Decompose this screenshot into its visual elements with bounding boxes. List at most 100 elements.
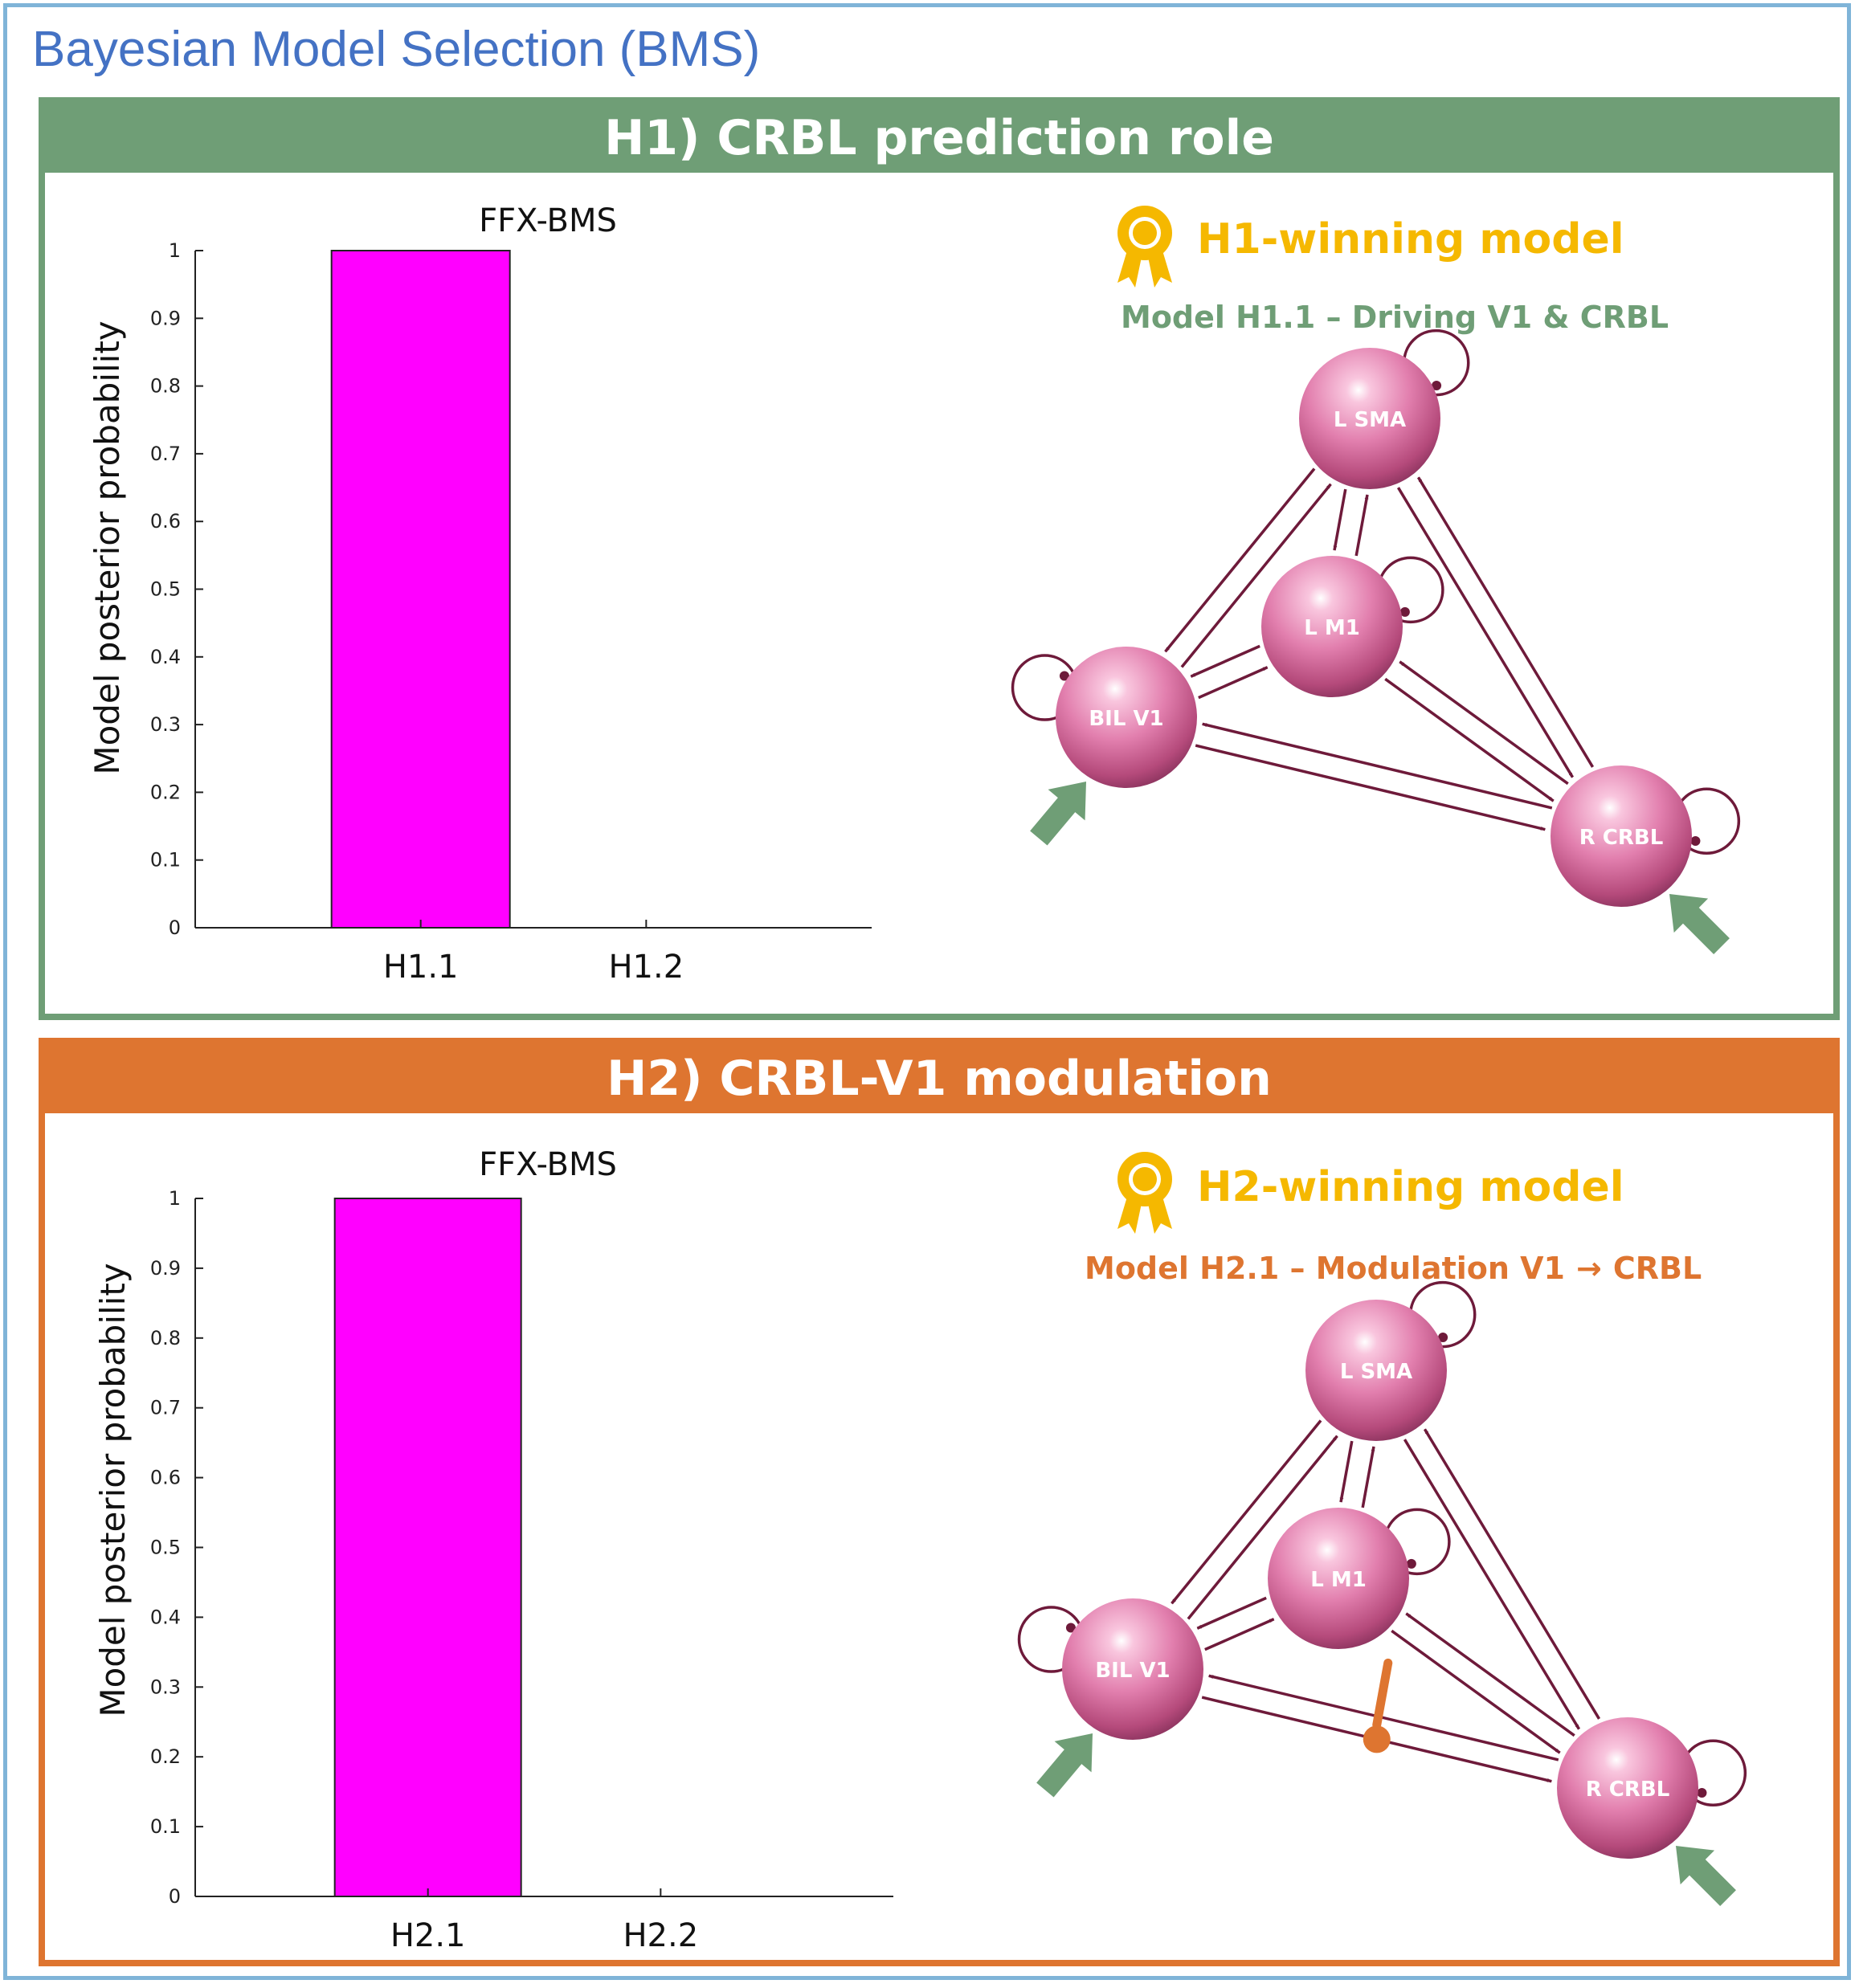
modulation-marker [1363,1725,1391,1753]
y-tick-label: 0.1 [150,849,181,872]
panel-h2: H2) CRBL-V1 modulation [39,1038,1840,1966]
winner-h2-subtitle-prefix: Model H2.1 – Modulation V1 [1085,1251,1565,1286]
panel-h1-header: H1) CRBL prediction role [45,104,1833,173]
node-label-sma: L SMA [1340,1360,1412,1384]
node-crbl [1557,1717,1698,1859]
connection-m1-to-crbl [1391,1629,1561,1754]
node-v1 [1062,1598,1203,1740]
y-tick-label: 0.2 [150,781,181,803]
chart-h1-bars [330,250,736,929]
y-tick-label: 0.2 [150,1745,181,1768]
node-label-m1: L M1 [1310,1568,1367,1592]
bar-H1.1 [330,250,511,929]
y-tick-label: 0.9 [150,1257,181,1280]
node-label-crbl: R CRBL [1586,1778,1670,1802]
connection-v1-to-m1 [1204,1618,1275,1651]
figure-frame [3,3,1851,1980]
y-tick-label: 0.9 [150,307,181,329]
connection-v1-to-sma [1187,1435,1338,1620]
y-tick-label: 1 [169,239,181,262]
connection-sma-to-crbl [1403,1439,1581,1730]
winner-h2-title: H2-winning model [1197,1163,1624,1211]
connection-sma-to-v1 [1164,467,1316,653]
chart-h2-bars [333,1198,754,1897]
connection-v1-to-crbl [1195,744,1546,831]
y-tick-label: 0.8 [150,375,181,398]
chart-h2: FFX-BMS Model posterior probability 0 0.1… [93,1146,893,1954]
y-tick-label: 0.1 [150,1815,181,1838]
self-connection-dot [1432,381,1442,391]
award-ribbon-icon [1117,1152,1172,1234]
panel-h2-header: H2) CRBL-V1 modulation [45,1044,1833,1113]
connection-m1-to-v1 [1190,644,1260,678]
y-tick-label: 0.7 [150,1397,181,1419]
connection-crbl-to-sma [1423,1428,1601,1720]
connection-crbl-to-m1 [1405,1612,1575,1737]
node-label-m1: L M1 [1304,616,1360,640]
input-arrow-icon [1676,1846,1736,1906]
input-arrow-icon [1036,1733,1093,1798]
connection-crbl-to-v1 [1202,722,1553,810]
winner-h2-subtitle-arrow: → [1576,1251,1602,1286]
x-tick-label-H1.1: H1.1 [383,949,459,986]
bar-H2.1 [333,1198,522,1897]
page-title: Bayesian Model Selection (BMS) [32,22,761,77]
y-tick-label: 0.5 [150,578,181,601]
winner-h1-title: H1-winning model [1197,215,1624,263]
self-connection-dot [1059,671,1069,681]
node-v1 [1056,647,1197,788]
network-h1: L SMA L M1 BIL V1 R CRBL [1011,329,1741,954]
connection-m1-to-crbl [1384,677,1555,802]
winner-h2-subtitle-suffix: CRBL [1613,1251,1702,1286]
node-m1 [1261,556,1403,697]
y-tick-label: 1 [169,1187,181,1210]
winner-h2-subtitle: Model H2.1 – Modulation V1 → CRBL [1085,1251,1702,1286]
connection-m1-to-sma [1354,494,1369,557]
node-label-v1: BIL V1 [1089,707,1163,731]
y-tick-label: 0.5 [150,1537,181,1559]
y-tick-label: 0.4 [150,646,181,668]
chart-h1-x-axis: H1.1 H1.2 [195,920,872,986]
connection-sma-to-v1 [1171,1419,1322,1605]
winner-h2: H2-winning model Model H2.1 – Modulation… [1085,1152,1702,1286]
modulation-stem [1372,1658,1393,1729]
y-tick-label: 0 [169,1885,181,1908]
y-tick-label: 0.3 [150,1676,181,1698]
self-connection-dot [1065,1623,1076,1633]
chart-h2-title: FFX-BMS [479,1146,617,1183]
award-ribbon-icon [1117,206,1172,288]
connection-crbl-to-sma [1416,476,1595,768]
y-tick-label: 0.4 [150,1606,181,1628]
chart-h1-y-axis: 0 0.1 0.2 0.3 0.4 0.5 0.6 0.7 0.8 0.9 1 [150,239,203,939]
node-sma [1305,1300,1447,1441]
node-crbl [1551,765,1692,907]
network-h2: L SMA L M1 BIL V1 R CRBL [1017,1280,1747,1906]
self-connection-dot [1399,606,1410,617]
self-connection-dot [1690,836,1701,847]
winner-h1-subtitle: Model H1.1 – Driving V1 & CRBL [1121,300,1669,335]
connection-crbl-to-v1 [1208,1674,1559,1761]
chart-h1-title: FFX-BMS [479,202,617,239]
y-tick-label: 0.3 [150,713,181,736]
connection-sma-to-m1 [1339,1440,1354,1503]
connection-v1-to-sma [1180,483,1332,668]
self-connection-dot [1438,1333,1448,1343]
chart-h2-ylabel: Model posterior probability [93,1263,133,1717]
node-label-v1: BIL V1 [1095,1659,1170,1683]
node-label-crbl: R CRBL [1579,826,1664,850]
x-tick-label-H1.2: H1.2 [608,949,684,986]
connection-sma-to-m1 [1333,488,1347,551]
chart-h2-y-axis: 0 0.1 0.2 0.3 0.4 0.5 0.6 0.7 0.8 0.9 1 [150,1187,203,1908]
x-tick-label-H2.2: H2.2 [623,1917,698,1954]
chart-h1-ylabel: Model posterior probability [88,320,127,774]
chart-h1: FFX-BMS Model posterior probability 0 0.1… [88,202,872,986]
y-tick-label: 0.7 [150,443,181,465]
input-arrow-icon [1669,894,1730,954]
self-connection-dot [1697,1788,1707,1798]
y-tick-label: 0 [169,916,181,939]
input-arrow-icon [1030,782,1086,846]
node-sma [1299,348,1440,489]
connection-m1-to-v1 [1196,1596,1267,1630]
y-tick-label: 0.8 [150,1327,181,1349]
